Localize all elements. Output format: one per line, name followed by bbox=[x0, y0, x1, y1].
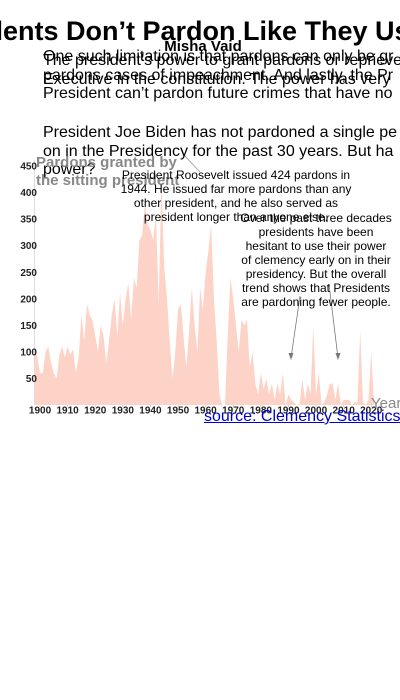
arrow-head bbox=[288, 353, 294, 360]
x-axis-label: Year bbox=[371, 395, 400, 412]
annotation: President Roosevelt issued 424 pardons i… bbox=[120, 168, 352, 224]
y-tick-label: 200 bbox=[20, 294, 37, 305]
x-tick-label: 1970 bbox=[222, 406, 245, 417]
x-tick-label: 1930 bbox=[112, 406, 135, 417]
text-line: on in the Presidency for the past 30 yea… bbox=[43, 142, 394, 160]
x-tick-label: 1920 bbox=[84, 406, 107, 417]
text-line: pardons cases of impeachment. And lastly… bbox=[43, 66, 394, 84]
x-tick-label: 1940 bbox=[139, 406, 162, 417]
x-tick-label: 1950 bbox=[167, 406, 190, 417]
source-link[interactable]: source: Clemency Statistics bbox=[204, 408, 400, 425]
text-line: One such limitation is that pardons can … bbox=[43, 48, 394, 65]
area bbox=[34, 179, 377, 405]
text-line: The president’s power to grant pardons o… bbox=[43, 52, 400, 69]
x-tick-label: 1910 bbox=[56, 406, 79, 417]
x-tick-label: 2010 bbox=[333, 406, 356, 417]
annotation-arrow bbox=[328, 283, 339, 359]
y-tick-label: 300 bbox=[20, 241, 37, 252]
x-tick-label: 1990 bbox=[277, 406, 300, 417]
x-tick-label: 1980 bbox=[250, 406, 273, 417]
x-tick-label: 1900 bbox=[29, 406, 52, 417]
text-line: power? bbox=[43, 161, 96, 178]
text-line: President can’t pardon future crimes tha… bbox=[43, 85, 393, 102]
y-tick-label: 150 bbox=[20, 321, 37, 332]
x-tick-label: 2000 bbox=[305, 406, 328, 417]
author: Misha Vaid bbox=[164, 38, 242, 55]
annotation: Over the past three decades presidents h… bbox=[240, 211, 392, 309]
x-tick-label: 2020 bbox=[360, 406, 383, 417]
y-tick-label: 100 bbox=[20, 347, 37, 358]
annotation-arrow bbox=[290, 295, 301, 359]
text-line: President Joe Biden has not pardoned a s… bbox=[43, 124, 398, 141]
y-tick-label: 400 bbox=[20, 188, 37, 199]
plot: 50 100 150 200 250 300 350 400 450 1900 1910 1920 19… bbox=[20, 162, 383, 417]
paragraph: One such limitation is that pardons can … bbox=[43, 48, 393, 104]
y-tick-label: 250 bbox=[20, 268, 37, 279]
y-tick-label: 350 bbox=[20, 215, 37, 226]
y-axis-label: Pardons granted by the sitting president bbox=[36, 154, 180, 189]
text-line: Executive in the constitution. The power… bbox=[43, 70, 391, 88]
y-tick-label: 450 bbox=[20, 162, 37, 173]
paragraph: The president’s power to grant pardons o… bbox=[43, 52, 400, 89]
annotation-line bbox=[182, 153, 201, 173]
y-tick-label: 50 bbox=[26, 374, 38, 385]
arrow-head bbox=[335, 353, 341, 360]
title: Presidents Don’t Pardon Like They Used T… bbox=[0, 16, 400, 46]
x-tick-label: 1960 bbox=[195, 406, 218, 417]
paragraph: President Joe Biden has not pardoned a s… bbox=[43, 124, 397, 180]
